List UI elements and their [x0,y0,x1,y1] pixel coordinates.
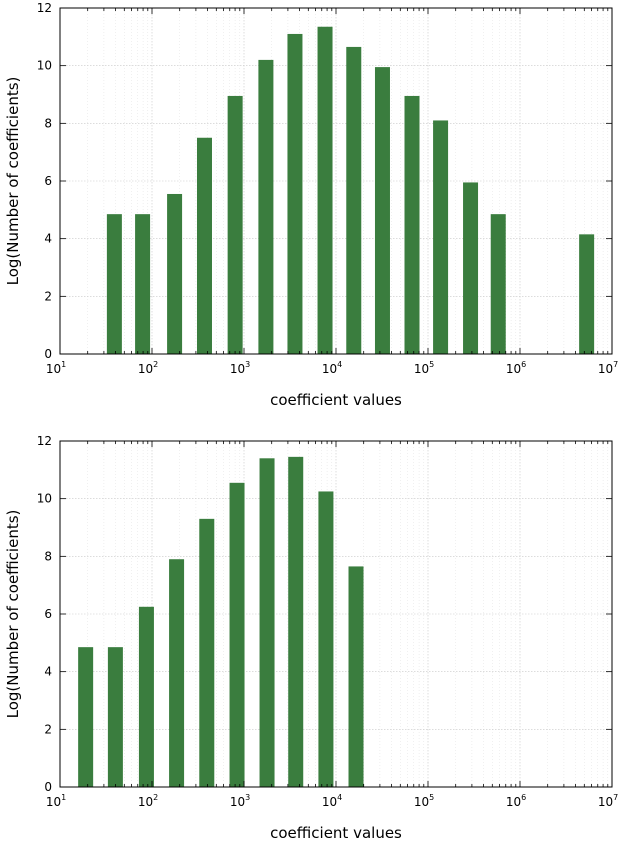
y-tick-label: 4 [44,665,52,679]
y-tick-label: 2 [44,722,52,736]
x-tick-label: 106 [506,793,526,809]
bar [199,518,215,787]
y-axis-label: Log(Number of coefficients) [4,77,22,286]
bar [258,59,274,355]
bar [229,482,245,787]
x-tick-label: 105 [414,793,434,809]
bar [463,182,479,354]
bar [259,458,275,787]
bar [78,647,94,787]
x-tick-label: 102 [138,793,158,809]
bar [196,137,212,354]
y-tick-label: 0 [44,347,52,361]
bar [107,647,123,787]
y-tick-labels: 0 2 4 6 8 10 12 [37,1,52,361]
y-tick-label: 10 [37,59,52,73]
ticks [59,7,613,355]
bar [169,559,185,787]
x-tick-label: 101 [46,360,66,376]
bar [167,193,183,354]
histogram-chart-top: 101 102 103 104 105 106 107 0 2 4 6 8 10 12 coeffici… [4,1,618,409]
bar [433,120,449,354]
x-tick-label: 107 [598,360,618,376]
x-tick-labels: 101 102 103 104 105 106 107 [46,360,618,376]
x-tick-label: 104 [322,793,342,809]
bar [138,606,154,787]
x-tick-label: 103 [230,793,250,809]
bar [287,33,303,354]
y-tick-label: 10 [37,492,52,506]
bar [227,95,243,355]
bar [490,214,506,354]
x-tick-label: 101 [46,793,66,809]
bars [78,456,364,787]
y-tick-label: 6 [44,607,52,621]
y-tick-label: 8 [44,116,52,130]
bar [317,26,333,354]
x-axis-label: coefficient values [270,391,402,409]
x-tick-labels: 101 102 103 104 105 106 107 [46,793,618,809]
bar [404,95,420,355]
ticks [59,440,613,788]
x-tick-label: 102 [138,360,158,376]
y-tick-label: 8 [44,549,52,563]
bars [106,26,595,355]
bar [106,214,122,354]
y-tick-label: 6 [44,174,52,188]
x-tick-label: 107 [598,793,618,809]
y-axis-label: Log(Number of coefficients) [4,510,22,719]
y-tick-label: 12 [37,434,52,448]
y-tick-label: 2 [44,289,52,303]
y-tick-label: 12 [37,1,52,15]
bar [288,456,304,787]
x-tick-label: 104 [322,360,342,376]
y-tick-labels: 0 2 4 6 8 10 12 [37,434,52,794]
bar [348,566,364,787]
bar [135,214,151,354]
bar [579,234,595,354]
histogram-chart-bottom: 101 102 103 104 105 106 107 0 2 4 6 8 10 12 coeffici… [4,434,618,842]
bar [318,491,334,787]
bar [374,67,390,354]
x-axis-label: coefficient values [270,824,402,842]
bar [346,46,362,355]
y-tick-label: 0 [44,780,52,794]
x-tick-label: 103 [230,360,250,376]
y-tick-label: 4 [44,232,52,246]
x-tick-label: 105 [414,360,434,376]
x-tick-label: 106 [506,360,526,376]
